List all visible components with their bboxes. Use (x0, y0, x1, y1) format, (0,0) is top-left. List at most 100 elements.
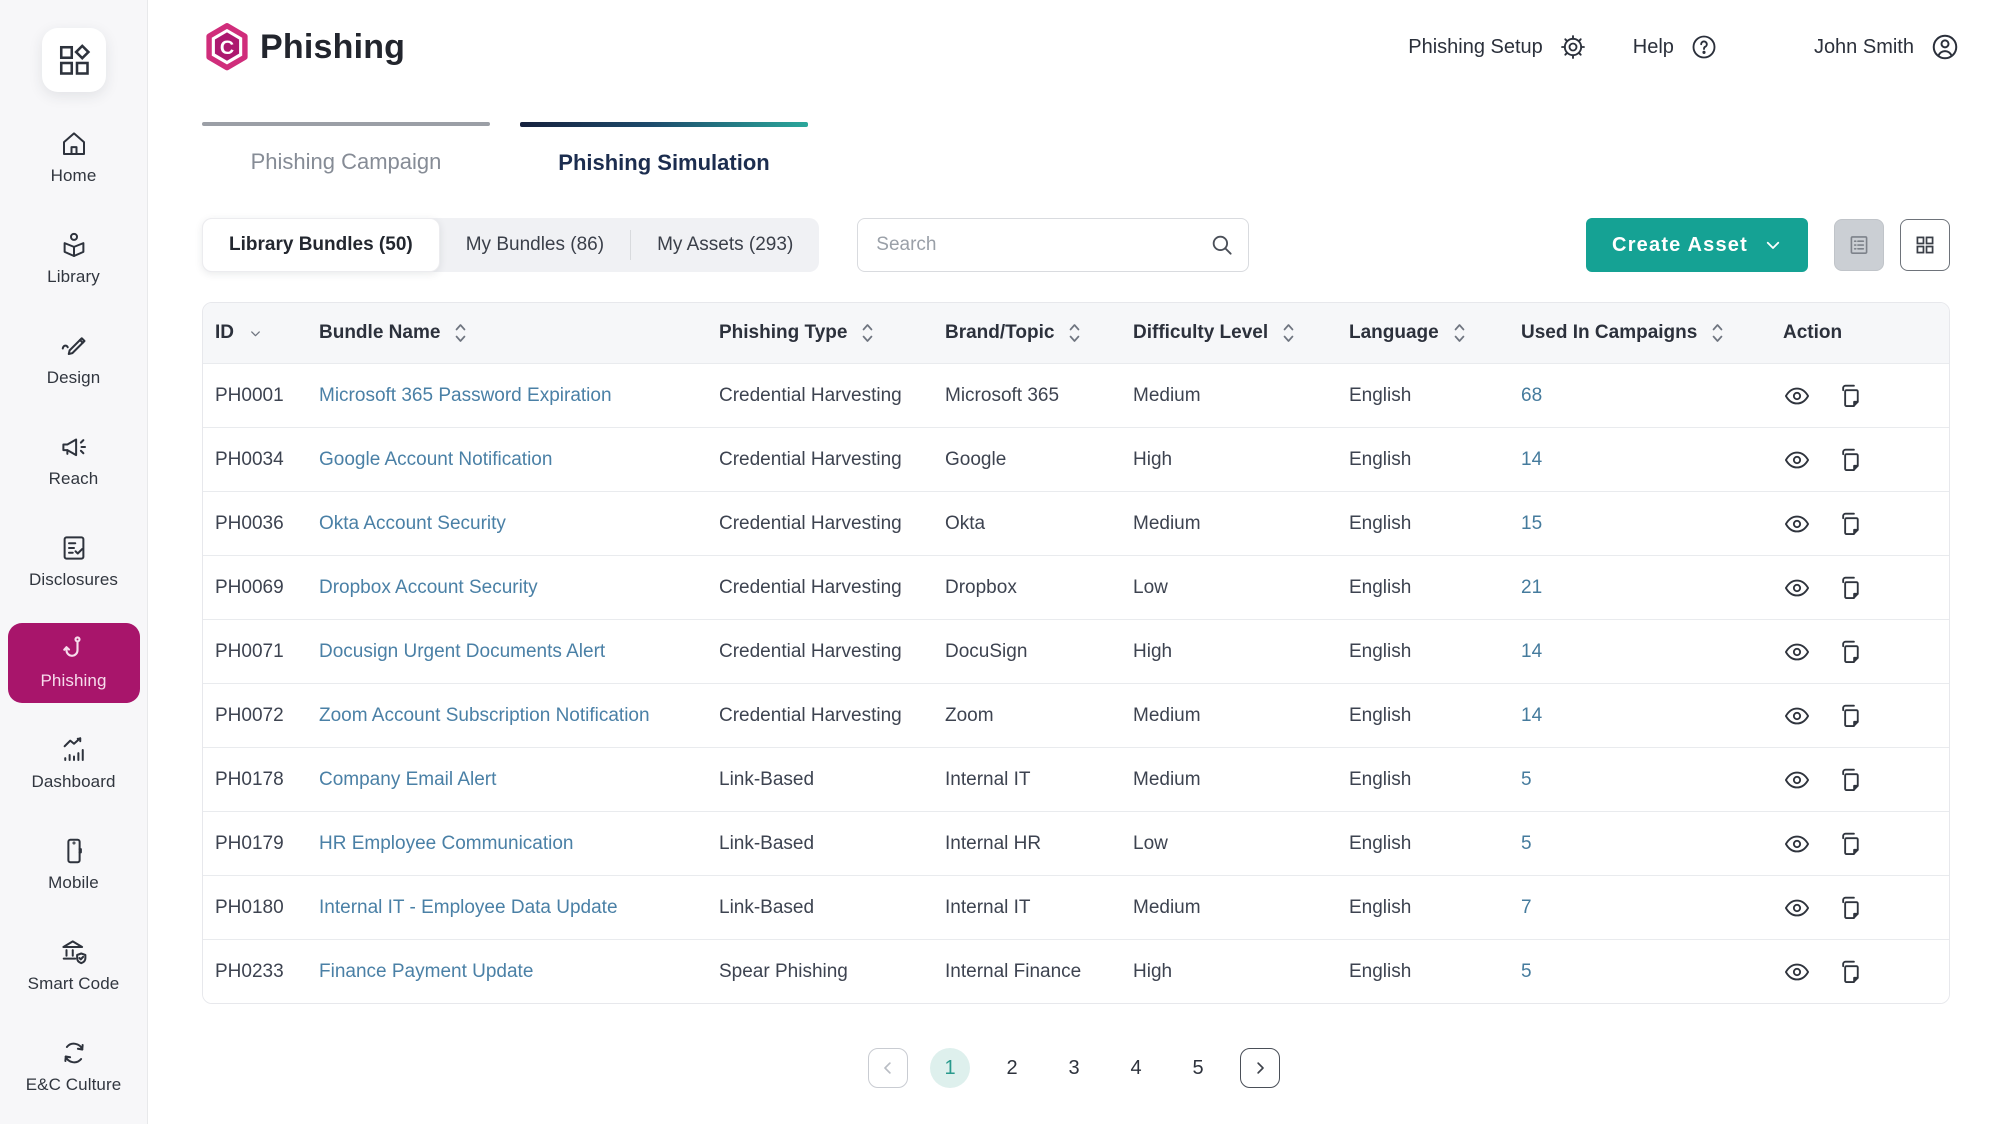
phishing-setup-link[interactable]: Phishing Setup (1408, 33, 1587, 61)
eye-icon (1783, 958, 1811, 986)
used-in-campaigns-link[interactable]: 21 (1521, 576, 1543, 598)
column-header-phishing-type[interactable]: Phishing Type (719, 322, 945, 344)
sort-icon[interactable] (1453, 322, 1466, 344)
view-button[interactable] (1783, 830, 1811, 858)
sidebar-item-reach[interactable]: Reach (8, 421, 140, 501)
view-button[interactable] (1783, 894, 1811, 922)
bundle-name-link[interactable]: Google Account Notification (319, 448, 553, 470)
page-button-5[interactable]: 5 (1192, 1056, 1204, 1079)
chevron-down-icon[interactable] (248, 326, 263, 341)
view-button[interactable] (1783, 702, 1811, 730)
bundle-name-link[interactable]: HR Employee Communication (319, 832, 574, 854)
sidebar-item-label: E&C Culture (25, 1075, 122, 1094)
megaphone-icon (59, 432, 89, 462)
page-button-4[interactable]: 4 (1130, 1056, 1142, 1079)
view-button[interactable] (1783, 510, 1811, 538)
bundle-name-link[interactable]: Dropbox Account Security (319, 576, 538, 598)
bundle-name-link[interactable]: Okta Account Security (319, 512, 506, 534)
sidebar-item-home[interactable]: Home (8, 118, 140, 198)
view-button[interactable] (1783, 638, 1811, 666)
bundle-name-link[interactable]: Internal IT - Employee Data Update (319, 896, 618, 918)
duplicate-button[interactable] (1835, 382, 1863, 410)
segment-my-assets[interactable]: My Assets (293) (657, 234, 794, 255)
column-header-id[interactable]: ID (215, 322, 319, 344)
sort-icon[interactable] (454, 322, 467, 344)
bundle-name-link[interactable]: Zoom Account Subscription Notification (319, 704, 650, 726)
table-row: PH0179 HR Employee Communication Link-Ba… (203, 811, 1949, 875)
view-button[interactable] (1783, 446, 1811, 474)
segment-my-bundles[interactable]: My Bundles (86) (465, 234, 605, 255)
language: English (1349, 640, 1412, 662)
next-page-button[interactable] (1240, 1048, 1280, 1088)
duplicate-button[interactable] (1835, 958, 1863, 986)
used-in-campaigns-link[interactable]: 7 (1521, 896, 1532, 918)
sidebar-item-phishing[interactable]: Phishing (7, 623, 140, 703)
sidebar-item-disclosures[interactable]: Disclosures (8, 522, 140, 602)
duplicate-button[interactable] (1835, 446, 1863, 474)
segment-library-bundles[interactable]: Library Bundles (50) (202, 218, 440, 272)
column-header-language[interactable]: Language (1349, 322, 1521, 344)
duplicate-button[interactable] (1835, 574, 1863, 602)
view-button[interactable] (1783, 382, 1811, 410)
sort-icon[interactable] (1282, 322, 1295, 344)
view-button[interactable] (1783, 574, 1811, 602)
used-in-campaigns-link[interactable]: 14 (1521, 640, 1543, 662)
column-header-brand-topic[interactable]: Brand/Topic (945, 322, 1133, 344)
create-asset-button[interactable]: Create Asset (1586, 218, 1808, 272)
used-in-campaigns-link[interactable]: 14 (1521, 448, 1543, 470)
duplicate-button[interactable] (1835, 766, 1863, 794)
page-button-1[interactable]: 1 (930, 1048, 970, 1088)
eye-icon (1783, 830, 1811, 858)
used-in-campaigns-link[interactable]: 5 (1521, 832, 1532, 854)
help-link[interactable]: Help (1633, 33, 1718, 61)
bundle-name-link[interactable]: Company Email Alert (319, 768, 497, 790)
brand-topic: Zoom (945, 704, 994, 726)
sidebar-item-dashboard[interactable]: Dashboard (8, 724, 140, 804)
sidebar-item-label: Disclosures (29, 570, 118, 589)
bundle-name-link[interactable]: Docusign Urgent Documents Alert (319, 640, 606, 662)
column-header-bundle-name[interactable]: Bundle Name (319, 322, 719, 344)
sidebar-item-ec-culture[interactable]: E&C Culture (8, 1027, 140, 1107)
search-input[interactable] (857, 218, 1250, 272)
table-row: PH0034 Google Account Notification Crede… (203, 427, 1949, 491)
used-in-campaigns-link[interactable]: 14 (1521, 704, 1543, 726)
sidebar-item-smart-code[interactable]: Smart Code (8, 926, 140, 1006)
sidebar-item-library[interactable]: Library (8, 219, 140, 299)
sidebar-item-label: Dashboard (31, 772, 116, 791)
sort-icon[interactable] (1711, 322, 1724, 344)
tab-phishing-campaign[interactable]: Phishing Campaign (202, 122, 490, 176)
tab-phishing-simulation[interactable]: Phishing Simulation (520, 122, 808, 176)
duplicate-button[interactable] (1835, 702, 1863, 730)
sidebar-item-mobile[interactable]: Mobile (8, 825, 140, 905)
view-button[interactable] (1783, 958, 1811, 986)
pagination: 1 2 3 4 5 (148, 1048, 2000, 1088)
used-in-campaigns-link[interactable]: 5 (1521, 960, 1532, 982)
sidebar-item-design[interactable]: Design (8, 320, 140, 400)
sort-icon[interactable] (1068, 322, 1081, 344)
app-launcher-button[interactable] (41, 28, 106, 92)
column-header-difficulty[interactable]: Difficulty Level (1133, 322, 1349, 344)
document-check-icon (59, 533, 89, 563)
grid-view-button[interactable] (1900, 219, 1950, 271)
duplicate-button[interactable] (1835, 510, 1863, 538)
duplicate-button[interactable] (1835, 894, 1863, 922)
sort-icon[interactable] (861, 322, 874, 344)
previous-page-button[interactable] (868, 1048, 908, 1088)
user-menu[interactable]: John Smith (1814, 32, 1960, 62)
view-button[interactable] (1783, 766, 1811, 794)
duplicate-button[interactable] (1835, 830, 1863, 858)
table-row: PH0069 Dropbox Account Security Credenti… (203, 555, 1949, 619)
grid-view-icon (1912, 232, 1938, 258)
used-in-campaigns-link[interactable]: 68 (1521, 384, 1543, 406)
column-header-used-in-campaigns[interactable]: Used In Campaigns (1521, 322, 1783, 344)
bundle-name-link[interactable]: Finance Payment Update (319, 960, 534, 982)
list-view-button[interactable] (1834, 219, 1884, 271)
table-row: PH0178 Company Email Alert Link-Based In… (203, 747, 1949, 811)
used-in-campaigns-link[interactable]: 15 (1521, 512, 1543, 534)
row-actions (1783, 446, 1949, 474)
page-button-2[interactable]: 2 (1006, 1056, 1018, 1079)
used-in-campaigns-link[interactable]: 5 (1521, 768, 1532, 790)
bundle-name-link[interactable]: Microsoft 365 Password Expiration (319, 384, 612, 406)
duplicate-button[interactable] (1835, 638, 1863, 666)
page-button-3[interactable]: 3 (1068, 1056, 1080, 1079)
